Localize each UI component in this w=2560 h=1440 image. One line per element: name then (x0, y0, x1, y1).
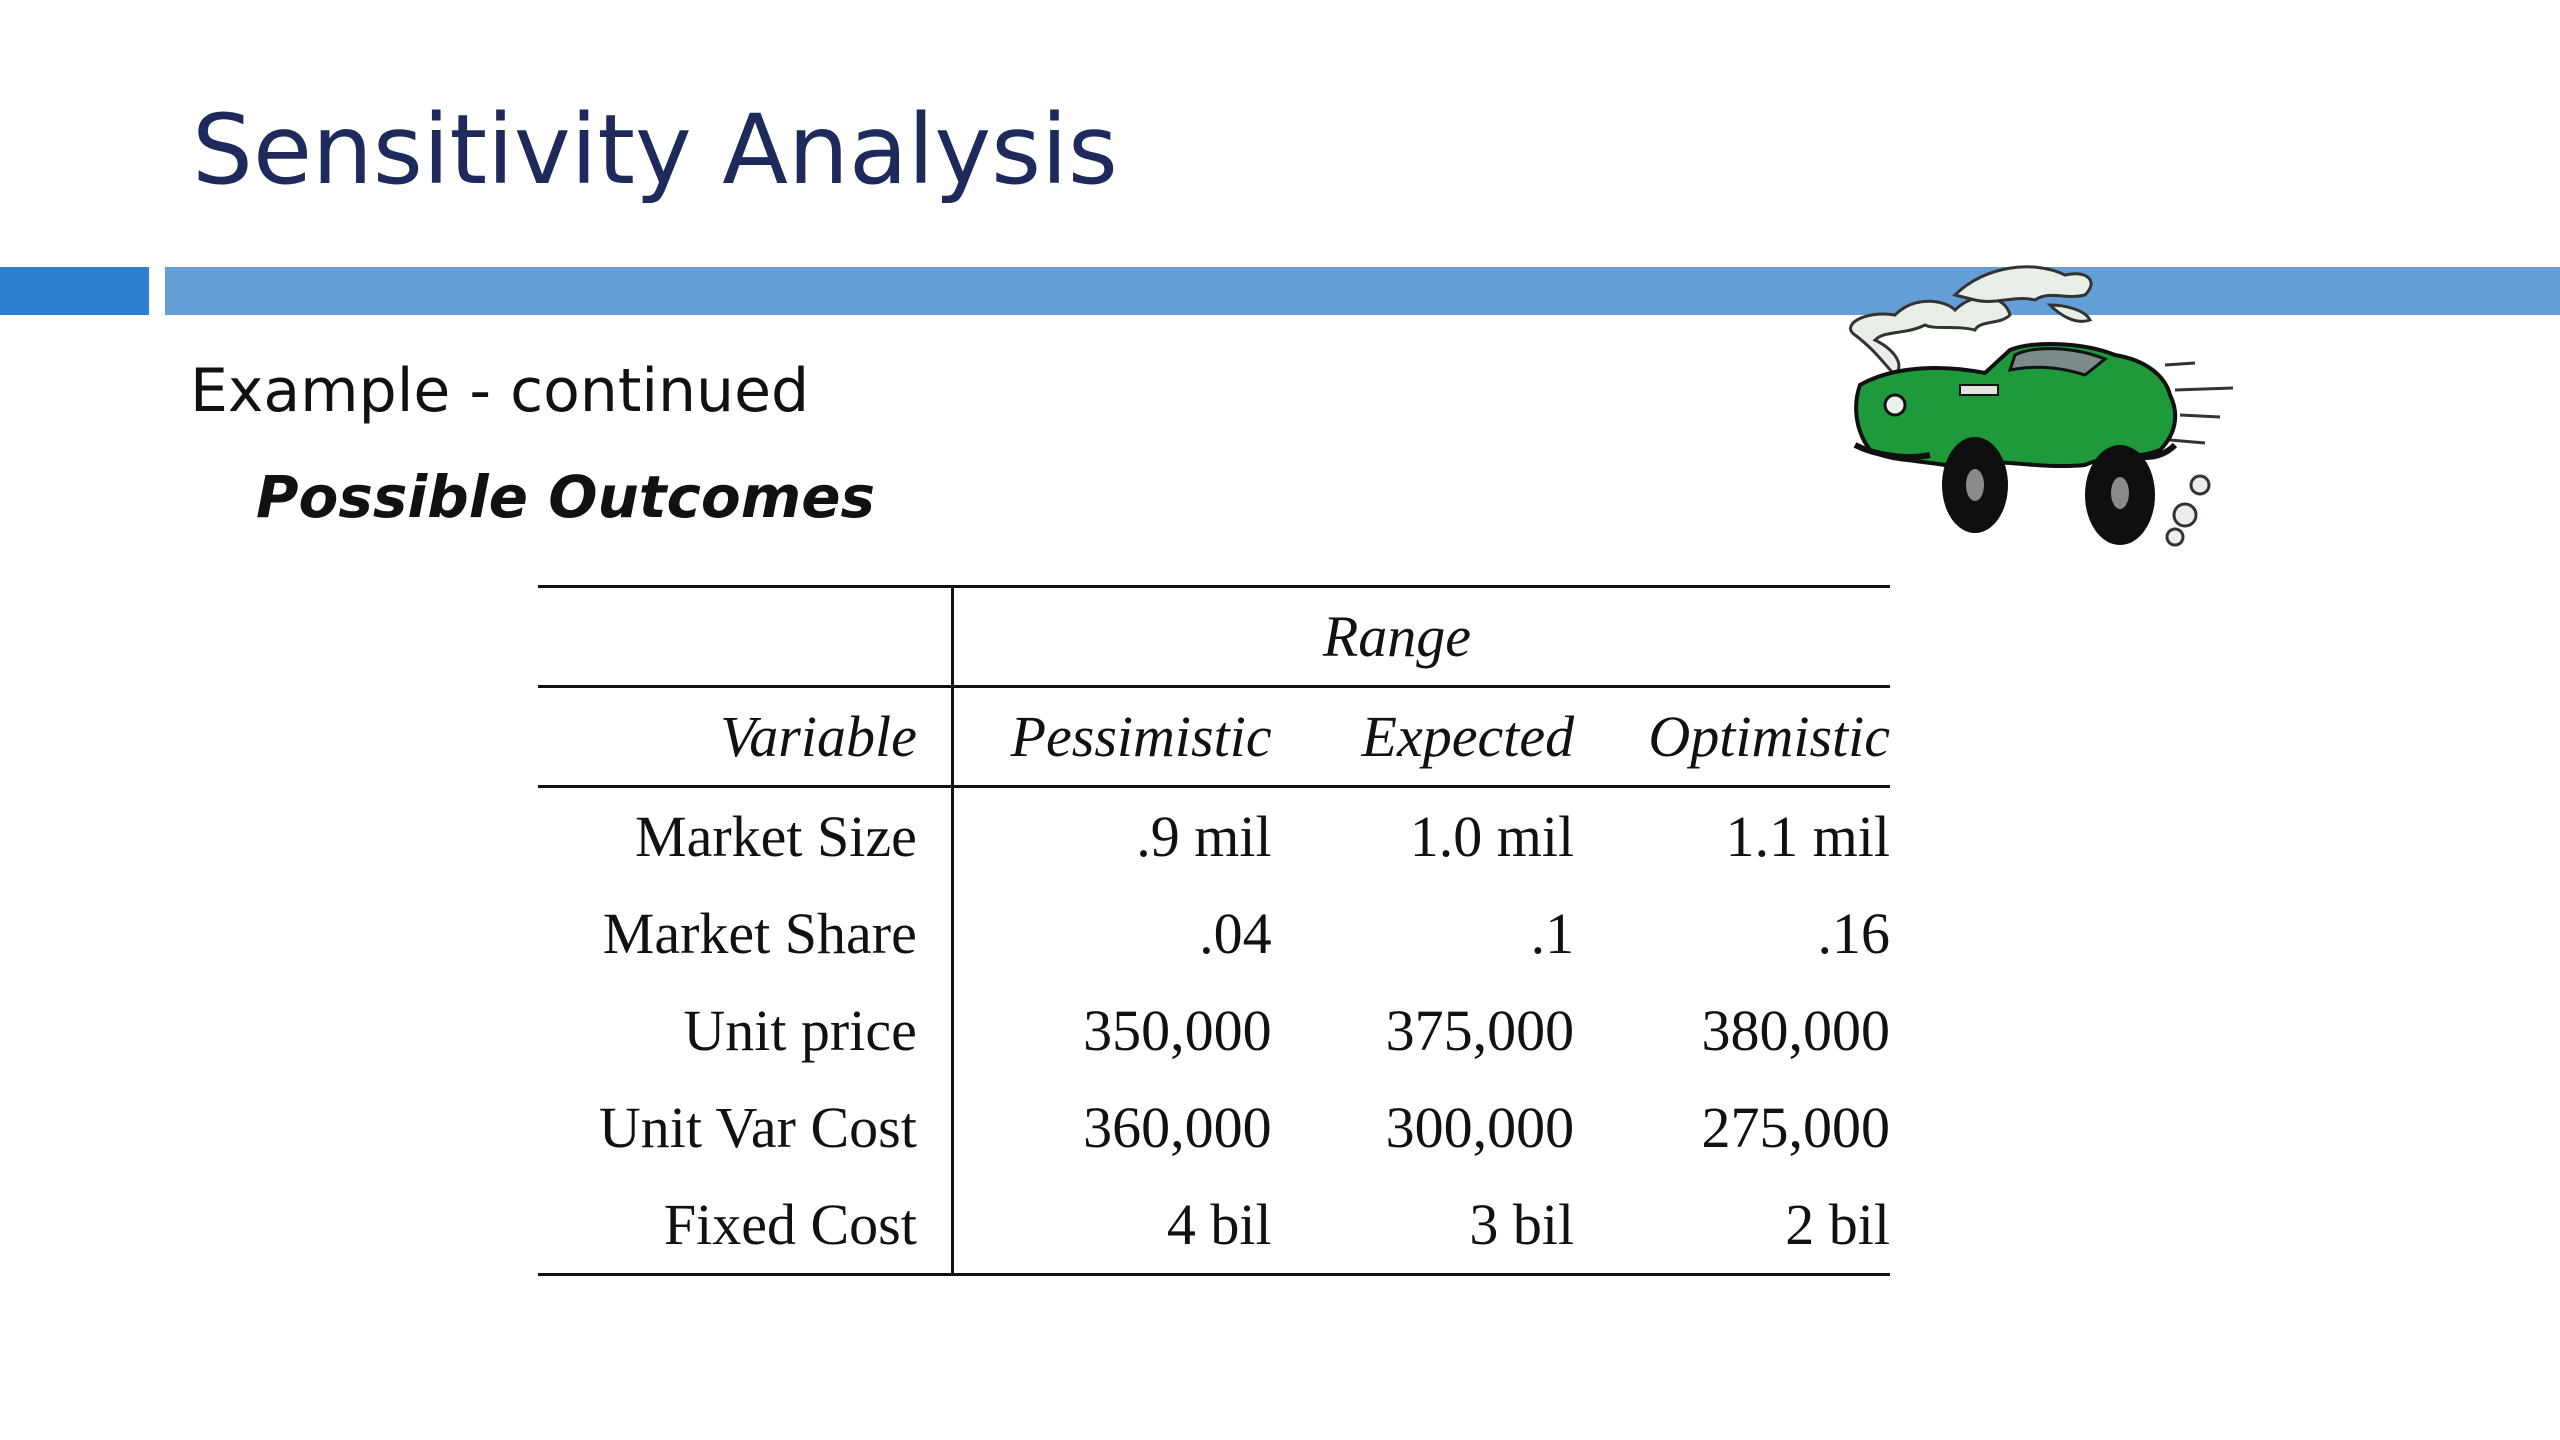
variable-cell: Unit price (538, 982, 954, 1079)
pessimistic-cell: 4 bil (952, 1176, 1272, 1276)
optimistic-cell: 275,000 (1701, 1095, 1891, 1160)
optimistic-cell: .16 (1817, 901, 1891, 966)
optimistic-cell: 380,000 (1701, 998, 1891, 1063)
variable-cell: Market Size (538, 786, 954, 885)
slide-title: Sensitivity Analysis (192, 94, 1118, 206)
expected-cell: 3 bil (1271, 1176, 1575, 1276)
expected-cell: 1.0 mil (1409, 804, 1575, 869)
table-row: Market Size .9 mil 1.0 mil 1.1 mil (538, 786, 1890, 885)
expected-cell: 375,000 (1385, 998, 1575, 1063)
accent-bar-main (165, 267, 2560, 315)
optimistic-cell: 1.1 mil (1725, 804, 1890, 869)
possible-outcomes-table: Range Variable Pessimistic Expected Opti… (538, 585, 1890, 1276)
expected-cell: .1 (1530, 901, 1575, 966)
variable-cell: Unit Var Cost (538, 1079, 954, 1176)
pessimistic-cell: .9 mil (1136, 804, 1272, 869)
optimistic-cell: 2 bil (1574, 1176, 1890, 1276)
range-header: Range (952, 585, 1890, 688)
car-icon (1849, 265, 2234, 547)
table-row: Fixed Cost 4 bil 3 bil 2 bil (538, 1176, 1890, 1276)
pessimistic-cell: 350,000 (1083, 998, 1272, 1063)
column-header-expected: Expected (1271, 686, 1575, 788)
expected-cell: 300,000 (1385, 1095, 1575, 1160)
variable-cell: Market Share (538, 885, 954, 982)
pessimistic-cell: 360,000 (1083, 1095, 1272, 1160)
table-row: Unit Var Cost 360,000 300,000 275,000 (538, 1079, 1890, 1176)
table-row: Market Share .04 .1 .16 (538, 885, 1890, 982)
column-header-pessimistic: Pessimistic (952, 686, 1272, 788)
table-header-row: Variable Pessimistic Expected Optimistic (538, 686, 1890, 788)
table-row: Unit price 350,000 375,000 380,000 (538, 982, 1890, 1079)
slide-subtitle: Example - continued (190, 356, 810, 426)
section-heading: Possible Outcomes (256, 463, 876, 531)
table-empty-cell (538, 585, 954, 688)
pessimistic-cell: .04 (1199, 901, 1272, 966)
variable-cell: Fixed Cost (538, 1176, 954, 1276)
accent-bar-left (0, 267, 149, 315)
table-range-row: Range (538, 585, 1890, 688)
column-header-optimistic: Optimistic (1574, 686, 1890, 788)
column-header-variable: Variable (538, 686, 954, 788)
